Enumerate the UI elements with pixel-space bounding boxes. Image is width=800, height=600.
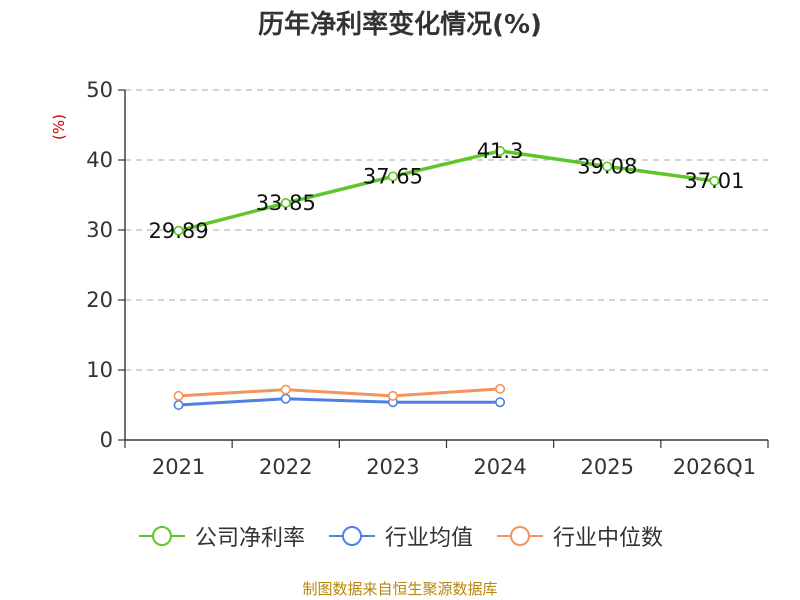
x-tick-label: 2025 <box>581 455 634 479</box>
data-point <box>173 399 184 410</box>
data-point <box>709 175 720 186</box>
x-tick-label: 2023 <box>366 455 419 479</box>
x-tick-label: 2026Q1 <box>673 455 756 479</box>
data-labels: 29.89 33.85 37.65 41.3 39.08 37.01 <box>149 139 745 243</box>
series-line <box>178 397 501 407</box>
legend-item: 公司净利率 <box>137 520 305 552</box>
legend-swatch <box>497 526 543 546</box>
chart-title: 历年净利率变化情况(%) <box>258 10 542 40</box>
data-label: 33.85 <box>256 191 316 215</box>
data-point <box>173 225 184 236</box>
y-tick-label: 30 <box>86 218 113 242</box>
data-point <box>173 390 184 401</box>
axes: 0 10 20 30 40 50 2021 2022 2023 2024 2025 2026Q1 <box>86 78 769 479</box>
data-point <box>387 390 398 401</box>
series-lines <box>173 145 720 410</box>
x-tick-label: 2024 <box>473 455 526 479</box>
legend-item: 行业均值 <box>327 520 473 552</box>
x-tick-label: 2022 <box>259 455 312 479</box>
data-label: 37.01 <box>684 169 744 193</box>
source-note: 制图数据来自恒生聚源数据库 <box>302 580 498 598</box>
legend-swatch <box>138 526 185 546</box>
y-tick-label: 0 <box>100 428 113 452</box>
legend-label: 行业均值 <box>384 526 473 551</box>
legend-label: 行业中位数 <box>553 526 664 551</box>
legend-swatch <box>328 526 375 546</box>
data-point <box>495 383 506 394</box>
data-label: 39.08 <box>577 154 637 178</box>
data-point <box>602 161 613 172</box>
grid-lines <box>125 89 768 371</box>
x-tick-label: 2021 <box>152 455 205 479</box>
data-label: 37.65 <box>363 164 423 188</box>
data-point <box>280 384 291 395</box>
series-line <box>178 387 501 398</box>
data-point <box>280 393 291 404</box>
legend-label: 公司净利率 <box>194 526 305 551</box>
data-point <box>387 171 398 182</box>
series-line <box>178 149 715 233</box>
legend: 公司净利率 行业均值 行业中位数 <box>0 520 800 552</box>
y-axis-label: (%) <box>50 114 68 140</box>
y-tick-label: 40 <box>86 148 113 172</box>
data-point <box>280 198 291 209</box>
data-label: 29.89 <box>149 219 209 243</box>
y-tick-label: 50 <box>86 78 113 102</box>
legend-item: 行业中位数 <box>495 520 663 552</box>
y-tick-label: 10 <box>86 358 113 382</box>
data-point <box>495 397 506 408</box>
y-tick-label: 20 <box>86 288 113 312</box>
data-label: 41.3 <box>477 139 524 163</box>
data-point <box>495 145 506 156</box>
